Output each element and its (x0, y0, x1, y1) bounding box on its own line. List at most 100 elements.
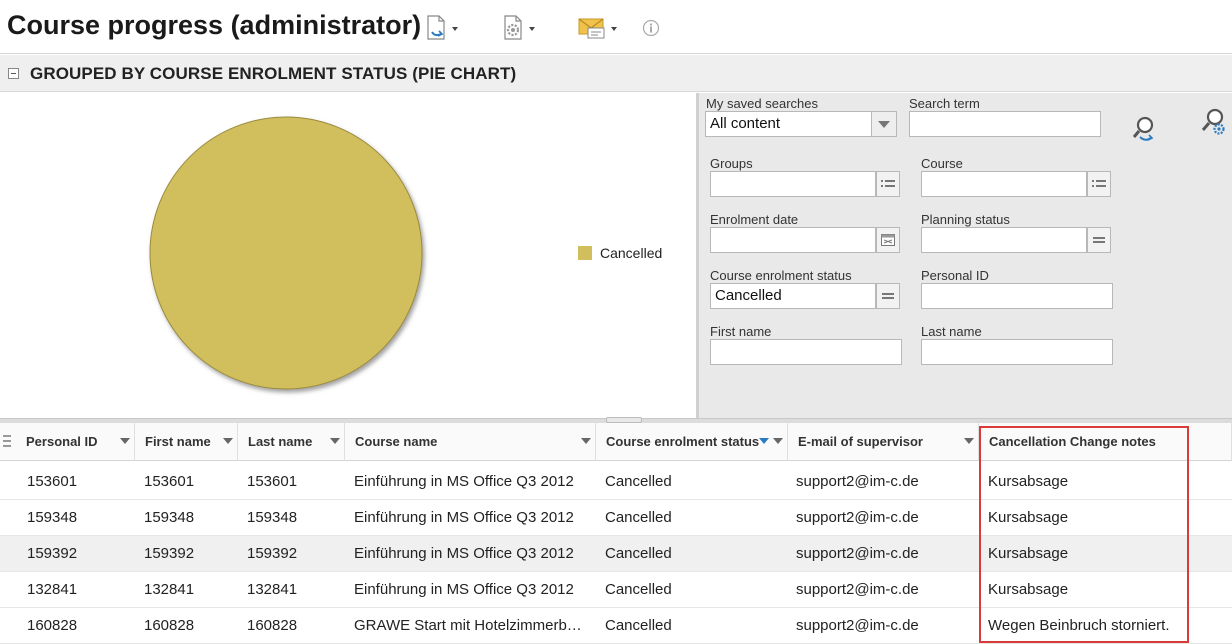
section-title: GROUPED BY COURSE ENROLMENT STATUS (PIE … (30, 64, 517, 83)
chevron-down-icon[interactable] (581, 438, 591, 444)
saved-searches-select[interactable]: All content (705, 111, 873, 137)
table-row[interactable]: 153601 153601 153601 Einführung in MS Offic… (0, 464, 1232, 500)
column-header-cancellation-notes[interactable]: Cancellation Change notes (979, 423, 1232, 461)
table-cell: Cancelled (605, 509, 672, 526)
list-icon (1092, 180, 1106, 187)
pie-chart-area: Cancelled (0, 93, 694, 418)
planning-status-picker-button[interactable] (1087, 227, 1111, 253)
table-cell: 160828 (27, 617, 78, 634)
table-cell: Einführung in MS Office Q3 2012 (354, 509, 574, 526)
chevron-down-icon[interactable] (223, 438, 233, 444)
enrolment-date-input[interactable] (710, 227, 876, 253)
table-cell: 159392 (144, 545, 195, 562)
column-header-label: E-mail of supervisor (798, 434, 923, 449)
table-cell: Kursabsage (988, 473, 1069, 490)
column-header-label: Personal ID (26, 434, 98, 449)
section-bar: GROUPED BY COURSE ENROLMENT STATUS (PIE … (0, 55, 1232, 92)
table-row[interactable]: 159348 159348 159348 Einführung in MS Offic… (0, 500, 1232, 536)
table-cell: Cancelled (605, 581, 672, 598)
table-row[interactable]: 132841 132841 132841 Einführung in MS Offic… (0, 572, 1232, 608)
table-cell: Kursabsage (988, 581, 1069, 598)
table-row[interactable]: 160828 160828 160828 GRAWE Start mit Hotelz… (0, 608, 1232, 644)
pie-chart (149, 116, 423, 390)
table-row[interactable]: 159392 159392 159392 Einführung in MS Offic… (0, 536, 1232, 572)
chevron-down-icon[interactable] (871, 111, 897, 137)
column-header-first-name[interactable]: First name (135, 423, 238, 461)
first-name-input[interactable] (710, 339, 902, 365)
table-cell: 153601 (27, 473, 78, 490)
table-cell: 153601 (144, 473, 195, 490)
personal-id-input[interactable] (921, 283, 1113, 309)
date-picker-button[interactable] (876, 227, 900, 253)
column-header-email-supervisor[interactable]: E-mail of supervisor (788, 423, 979, 461)
column-header-label: First name (145, 434, 211, 449)
settings-button[interactable] (502, 14, 535, 42)
chart-legend: Cancelled (578, 245, 662, 261)
advanced-search-button[interactable] (1199, 107, 1229, 137)
table-cell: 159348 (247, 509, 298, 526)
groups-input[interactable] (710, 171, 876, 197)
table-cell: support2@im-c.de (796, 509, 919, 526)
chevron-down-icon[interactable] (330, 438, 340, 444)
course-enrolment-status-input[interactable]: Cancelled (710, 283, 876, 309)
table-cell: support2@im-c.de (796, 473, 919, 490)
enrolment-status-picker-button[interactable] (876, 283, 900, 309)
export-button[interactable] (425, 14, 458, 42)
collapse-icon[interactable] (8, 68, 19, 79)
enrolment-date-label: Enrolment date (710, 212, 799, 227)
table-cell: 159392 (247, 545, 298, 562)
saved-searches-label: My saved searches (706, 96, 818, 111)
search-icon (1132, 116, 1154, 141)
info-button[interactable] (642, 14, 660, 42)
page-header: Course progress (administrator) (0, 0, 1232, 54)
course-input[interactable] (921, 171, 1087, 197)
search-button[interactable] (1131, 113, 1161, 143)
pie-slice-cancelled[interactable] (149, 116, 423, 390)
course-label: Course (921, 156, 963, 171)
last-name-input[interactable] (921, 339, 1113, 365)
column-header-course-name[interactable]: Course name (345, 423, 596, 461)
table-cell: GRAWE Start mit Hotelzimmerb… (354, 617, 582, 634)
course-picker-button[interactable] (1087, 171, 1111, 197)
planning-status-input[interactable] (921, 227, 1087, 253)
column-header-course-enrolment-status[interactable]: Course enrolment status (596, 423, 788, 461)
chevron-down-icon[interactable] (964, 438, 974, 444)
course-enrolment-status-label: Course enrolment status (710, 268, 852, 283)
mail-button[interactable] (578, 14, 617, 42)
chevron-down-icon (529, 27, 535, 31)
table-cell: 159348 (27, 509, 78, 526)
sort-descending-icon[interactable] (759, 438, 769, 444)
table-cell: 132841 (247, 581, 298, 598)
table-cell: support2@im-c.de (796, 617, 919, 634)
column-header-label: Last name (248, 434, 313, 449)
table-cell: 160828 (247, 617, 298, 634)
search-term-input[interactable] (909, 111, 1101, 137)
chevron-down-icon[interactable] (120, 438, 130, 444)
column-menu-icon[interactable] (3, 435, 11, 447)
chevron-down-icon (452, 27, 458, 31)
table-cell: 159392 (27, 545, 78, 562)
page-title: Course progress (administrator) (7, 10, 422, 40)
table-cell: Einführung in MS Office Q3 2012 (354, 581, 574, 598)
column-header-personal-id[interactable]: Personal ID (16, 423, 135, 461)
splitter-handle[interactable] (606, 417, 642, 423)
chevron-down-icon[interactable] (773, 438, 783, 444)
mail-icon (578, 18, 605, 39)
table-cell: Kursabsage (988, 509, 1069, 526)
table-cell: 160828 (144, 617, 195, 634)
table-cell: 159348 (144, 509, 195, 526)
column-header-label: Course name (355, 434, 438, 449)
panel-splitter[interactable] (0, 417, 1232, 423)
groups-picker-button[interactable] (876, 171, 900, 197)
chevron-down-icon (611, 27, 617, 31)
table-header: Personal ID First name Last name Course … (0, 423, 1232, 461)
legend-label: Cancelled (600, 245, 663, 261)
column-header-last-name[interactable]: Last name (238, 423, 345, 461)
table-cell: Cancelled (605, 617, 672, 634)
groups-label: Groups (710, 156, 753, 171)
table-cell: Cancelled (605, 545, 672, 562)
table-cell: support2@im-c.de (796, 581, 919, 598)
results-table: Personal ID First name Last name Course … (0, 423, 1232, 644)
column-header-label: Cancellation Change notes (989, 434, 1156, 449)
personal-id-label: Personal ID (921, 268, 989, 283)
